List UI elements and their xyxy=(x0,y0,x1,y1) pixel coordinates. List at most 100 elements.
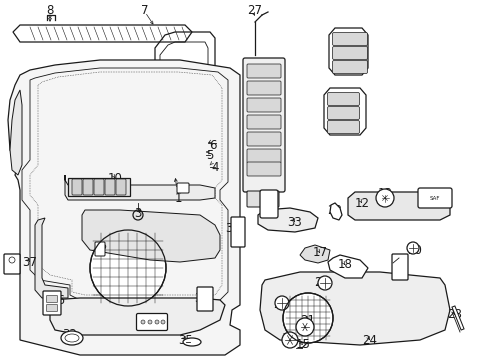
FancyBboxPatch shape xyxy=(136,314,167,330)
Circle shape xyxy=(155,320,159,324)
FancyBboxPatch shape xyxy=(260,190,278,218)
FancyBboxPatch shape xyxy=(246,191,279,207)
Text: 30: 30 xyxy=(334,107,348,120)
Polygon shape xyxy=(13,25,192,42)
FancyBboxPatch shape xyxy=(230,217,244,247)
Polygon shape xyxy=(347,192,449,220)
FancyBboxPatch shape xyxy=(246,162,281,176)
Polygon shape xyxy=(35,218,68,298)
FancyBboxPatch shape xyxy=(327,93,359,105)
Circle shape xyxy=(375,189,393,207)
FancyBboxPatch shape xyxy=(417,188,451,208)
Text: 14: 14 xyxy=(422,189,437,202)
Text: 1: 1 xyxy=(174,192,182,204)
Polygon shape xyxy=(299,245,329,263)
FancyBboxPatch shape xyxy=(246,64,281,78)
Circle shape xyxy=(274,296,288,310)
Text: 32: 32 xyxy=(62,328,77,342)
Ellipse shape xyxy=(61,331,83,345)
Text: 11: 11 xyxy=(262,192,277,204)
Text: 17: 17 xyxy=(312,247,327,260)
Text: 29: 29 xyxy=(337,49,352,62)
FancyBboxPatch shape xyxy=(195,137,208,149)
Text: 20: 20 xyxy=(407,243,422,257)
Polygon shape xyxy=(260,272,449,345)
Text: 34: 34 xyxy=(144,314,159,327)
Circle shape xyxy=(161,320,164,324)
Text: 8: 8 xyxy=(46,4,54,17)
Text: 18: 18 xyxy=(337,258,352,271)
Polygon shape xyxy=(10,90,22,175)
Text: 25: 25 xyxy=(314,276,329,289)
Text: 5: 5 xyxy=(206,149,213,162)
Circle shape xyxy=(90,230,165,306)
Polygon shape xyxy=(324,88,365,135)
Text: 33: 33 xyxy=(287,216,302,229)
FancyBboxPatch shape xyxy=(193,149,206,161)
Polygon shape xyxy=(68,178,130,196)
FancyBboxPatch shape xyxy=(177,183,189,193)
Ellipse shape xyxy=(183,338,201,346)
FancyBboxPatch shape xyxy=(391,254,407,280)
Circle shape xyxy=(141,320,145,324)
Polygon shape xyxy=(196,158,214,174)
Circle shape xyxy=(283,293,332,343)
FancyBboxPatch shape xyxy=(332,46,367,59)
FancyBboxPatch shape xyxy=(327,121,359,134)
FancyBboxPatch shape xyxy=(327,107,359,120)
Polygon shape xyxy=(258,208,317,232)
FancyBboxPatch shape xyxy=(332,32,367,45)
FancyBboxPatch shape xyxy=(332,60,367,73)
FancyBboxPatch shape xyxy=(4,254,20,274)
FancyBboxPatch shape xyxy=(246,115,281,129)
FancyBboxPatch shape xyxy=(246,98,281,112)
Text: 24: 24 xyxy=(362,333,377,346)
Polygon shape xyxy=(329,203,341,220)
FancyBboxPatch shape xyxy=(116,179,126,195)
Circle shape xyxy=(282,332,297,348)
Circle shape xyxy=(406,242,418,254)
Text: 16: 16 xyxy=(281,332,296,345)
Polygon shape xyxy=(328,28,367,75)
FancyBboxPatch shape xyxy=(246,149,281,163)
Text: 22: 22 xyxy=(273,298,288,311)
Text: 37: 37 xyxy=(22,256,38,269)
FancyBboxPatch shape xyxy=(246,132,281,146)
Circle shape xyxy=(295,318,313,336)
FancyBboxPatch shape xyxy=(83,179,93,195)
Text: 7: 7 xyxy=(141,4,148,17)
Polygon shape xyxy=(50,298,224,335)
Text: 15: 15 xyxy=(295,338,310,351)
Text: 2: 2 xyxy=(99,243,106,256)
FancyBboxPatch shape xyxy=(72,179,82,195)
Text: 6: 6 xyxy=(209,139,216,152)
Text: 9: 9 xyxy=(175,181,183,194)
Polygon shape xyxy=(65,175,215,200)
Polygon shape xyxy=(327,255,367,278)
Circle shape xyxy=(148,320,152,324)
FancyBboxPatch shape xyxy=(46,296,58,302)
Text: 19: 19 xyxy=(392,258,407,271)
FancyBboxPatch shape xyxy=(43,291,61,315)
FancyBboxPatch shape xyxy=(197,287,213,311)
Text: 21: 21 xyxy=(300,314,315,327)
Circle shape xyxy=(317,276,331,290)
FancyBboxPatch shape xyxy=(94,179,104,195)
FancyBboxPatch shape xyxy=(95,242,105,256)
Text: 28: 28 xyxy=(447,309,462,321)
Text: 26: 26 xyxy=(50,293,65,306)
Text: 13: 13 xyxy=(377,186,392,199)
Text: 27: 27 xyxy=(247,4,262,17)
Text: 36: 36 xyxy=(194,292,209,305)
Text: SAF: SAF xyxy=(429,195,439,201)
FancyBboxPatch shape xyxy=(246,81,281,95)
Text: 23: 23 xyxy=(327,203,342,216)
Polygon shape xyxy=(82,210,220,262)
FancyBboxPatch shape xyxy=(46,305,58,311)
Text: 35: 35 xyxy=(178,333,193,346)
Text: 31: 31 xyxy=(225,221,240,234)
FancyBboxPatch shape xyxy=(105,179,115,195)
Polygon shape xyxy=(8,60,240,355)
Text: 12: 12 xyxy=(354,197,369,210)
Text: 10: 10 xyxy=(107,171,122,185)
